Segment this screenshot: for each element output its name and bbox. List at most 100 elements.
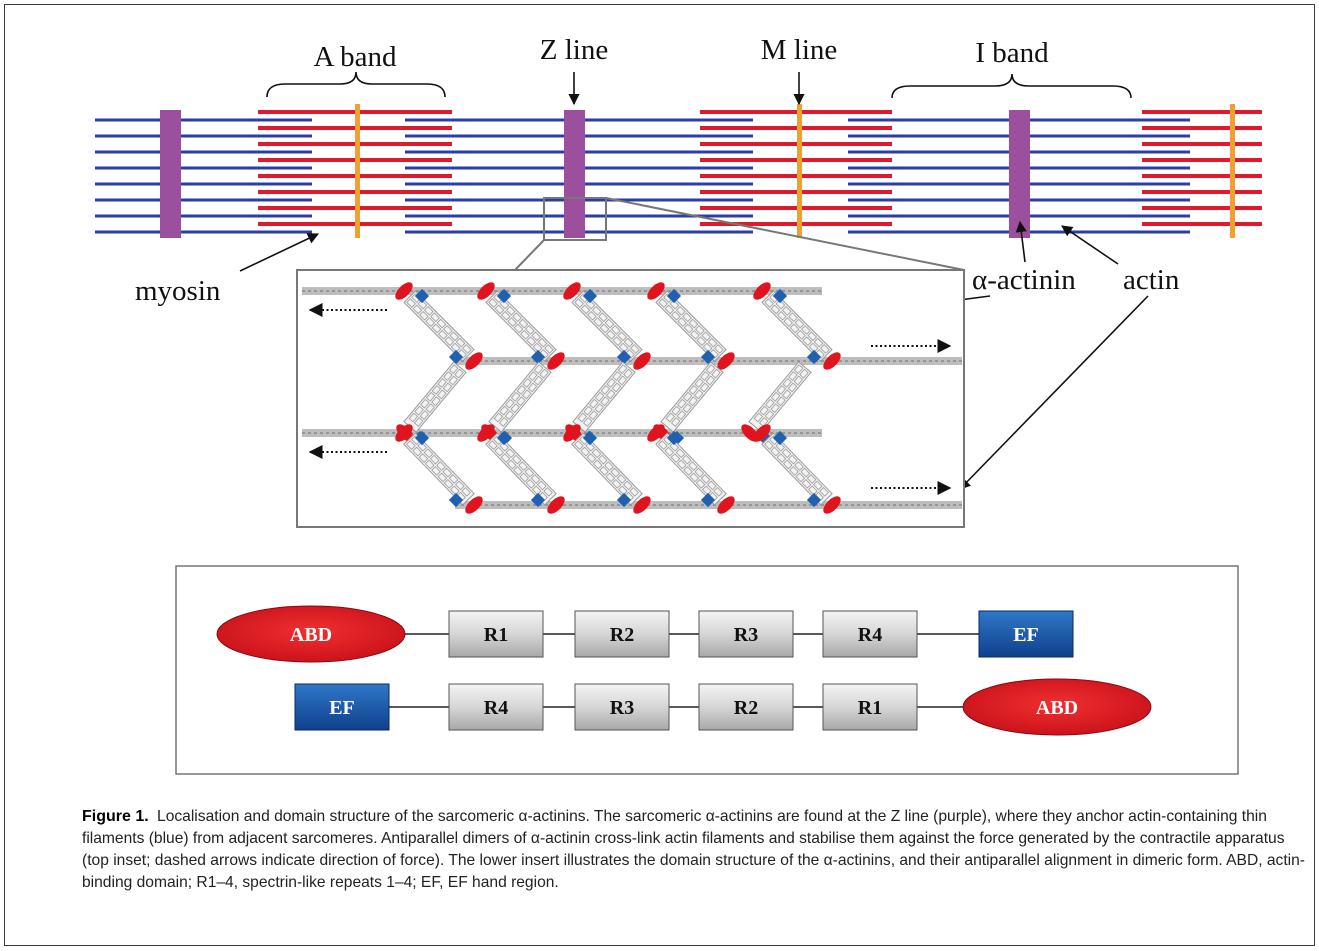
spectrin-repeat [612,371,622,381]
spectrin-repeat [688,385,699,395]
spectrin-repeat [669,299,680,310]
spectrin-repeat [412,446,422,457]
spectrin-repeat [630,344,640,354]
ef-domain [616,492,632,508]
spectrin-repeat [776,396,786,407]
figure-frame [4,4,1315,946]
spectrin-repeat [414,405,424,416]
zoom-projection-left [514,239,545,271]
spectrin-repeat [700,474,711,484]
m-line-bar [1230,104,1235,238]
domain-label: R1 [858,697,882,719]
spectrin-repeat-rod [655,432,727,506]
spectrin-repeat [764,440,774,450]
spectrin-repeat [431,396,441,407]
spectrin-repeat [617,331,628,342]
spectrin-repeat [448,474,459,484]
spectrin-repeat [589,398,599,409]
spectrin-repeat [574,440,584,450]
spectrin-repeat [770,403,780,414]
domain-label: R2 [734,697,758,719]
spectrin-repeat [611,325,621,335]
spectrin-repeat [585,441,595,452]
abd-domain [823,496,841,514]
spectrin-repeat [574,298,584,308]
spectrin-repeat [707,337,718,348]
spectrin-repeat [442,382,453,393]
spectrin-repeat [580,304,591,315]
spectrin-repeat [449,331,460,342]
spectrin-repeat [764,298,774,308]
spectrin-repeat [775,441,785,452]
m-lines [355,104,1235,238]
alpha-actinin-dimer [761,432,833,506]
ef-domain [530,492,546,508]
spectrin-repeat [713,487,723,497]
spectrin-repeat [588,410,599,420]
spectrin-repeat [604,318,615,329]
spectrin-repeat [455,337,466,348]
spectrin-repeat [682,403,692,414]
zoom-projection-right [605,197,965,271]
spectrin-repeat [665,412,676,423]
spectrin-repeat [770,304,781,315]
spectrin-repeat [795,472,806,483]
spectrin-repeat [759,405,769,416]
spectrin-repeat [802,336,813,347]
spectrin-repeat [532,485,542,496]
repeat-domain-shape [698,683,794,731]
spectrin-repeat [670,310,681,321]
spectrin-repeat [629,487,639,497]
domain-label: R4 [484,697,508,719]
spectrin-repeat [594,391,605,402]
alpha-actinin-dimer [748,361,812,433]
spectrin-repeat [522,389,532,400]
spectrin-repeat [448,364,459,374]
spectrin-repeat [782,389,792,400]
ef-domain [772,288,788,304]
spectrin-repeat [623,368,633,379]
alpha-actinin-dimer [761,290,833,362]
spectrin-repeat [682,312,692,322]
abd-domain [753,282,771,300]
spectrin-repeat [510,391,521,402]
i-band-brace [891,73,1132,99]
abd-domain [547,352,565,370]
spectrin-repeat [437,389,447,400]
spectrin-repeat [500,310,511,321]
ef-domain [414,288,430,304]
spectrin-repeat [531,331,542,342]
spectrin-repeat [442,467,453,478]
label-a-band: A band [314,41,397,73]
myosin-pointer [239,233,320,272]
ef-domain [530,349,546,365]
spectrin-repeat [499,405,509,416]
spectrin-repeat [618,485,628,496]
spectrin-repeat [599,466,609,476]
spectrin-repeat [617,375,628,386]
repeat-domain-shape [698,610,794,658]
abd-domain [647,282,665,300]
spectrin-repeat [436,461,446,471]
spectrin-repeat [499,441,509,452]
label-z-line: Z line [540,34,608,66]
spectrin-repeat [593,317,603,327]
label-myosin: myosin [135,275,221,307]
spectrin-repeat [580,446,590,457]
spectrin-repeat [606,389,616,400]
spectrin-repeat [418,310,429,321]
spectrin-repeat-rod [571,290,643,362]
spectrin-repeat [430,312,440,322]
spectrin-repeat [617,364,628,374]
spectrin-repeat [518,461,528,471]
spectrin-repeat [582,417,593,427]
spectrin-repeat [519,472,530,483]
spectrin-repeat [677,398,687,409]
spectrin-repeat [658,298,668,308]
actin-pointer-inset [959,295,1149,490]
spectrin-repeat [701,331,712,342]
figure-caption: Figure 1. Localisation and domain struct… [82,806,1307,894]
ef-domain [448,349,464,365]
spectrin-repeat [499,299,510,310]
spectrin-repeat [788,312,798,322]
